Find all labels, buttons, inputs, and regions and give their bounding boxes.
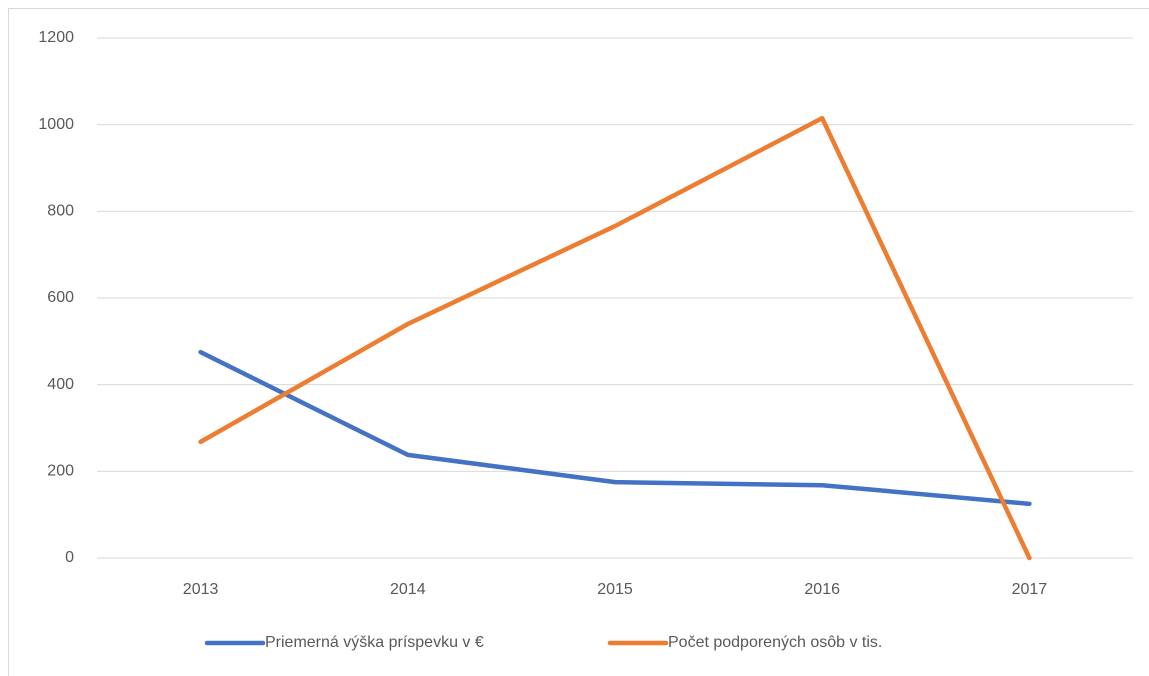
x-tick-label: 2014 xyxy=(390,581,426,598)
y-tick-label: 200 xyxy=(47,463,74,480)
line-series xyxy=(198,349,1032,507)
y-tick-label: 1000 xyxy=(38,116,74,133)
x-tick-label: 2017 xyxy=(1012,581,1048,598)
y-tick-label: 0 xyxy=(65,549,74,566)
chart-frame xyxy=(8,8,1149,676)
line-series xyxy=(198,115,1032,561)
y-tick-label: 600 xyxy=(47,289,74,306)
x-tick-label: 2013 xyxy=(183,581,219,598)
y-tick-label: 1200 xyxy=(38,29,74,46)
y-tick-label: 800 xyxy=(47,203,74,220)
legend-label: Počet podporených osôb v tis. xyxy=(668,634,882,651)
legend-label: Priemerná výška príspevku v € xyxy=(265,634,484,651)
x-tick-label: 2015 xyxy=(597,581,633,598)
y-tick-label: 400 xyxy=(47,376,74,393)
x-tick-label: 2016 xyxy=(804,581,840,598)
